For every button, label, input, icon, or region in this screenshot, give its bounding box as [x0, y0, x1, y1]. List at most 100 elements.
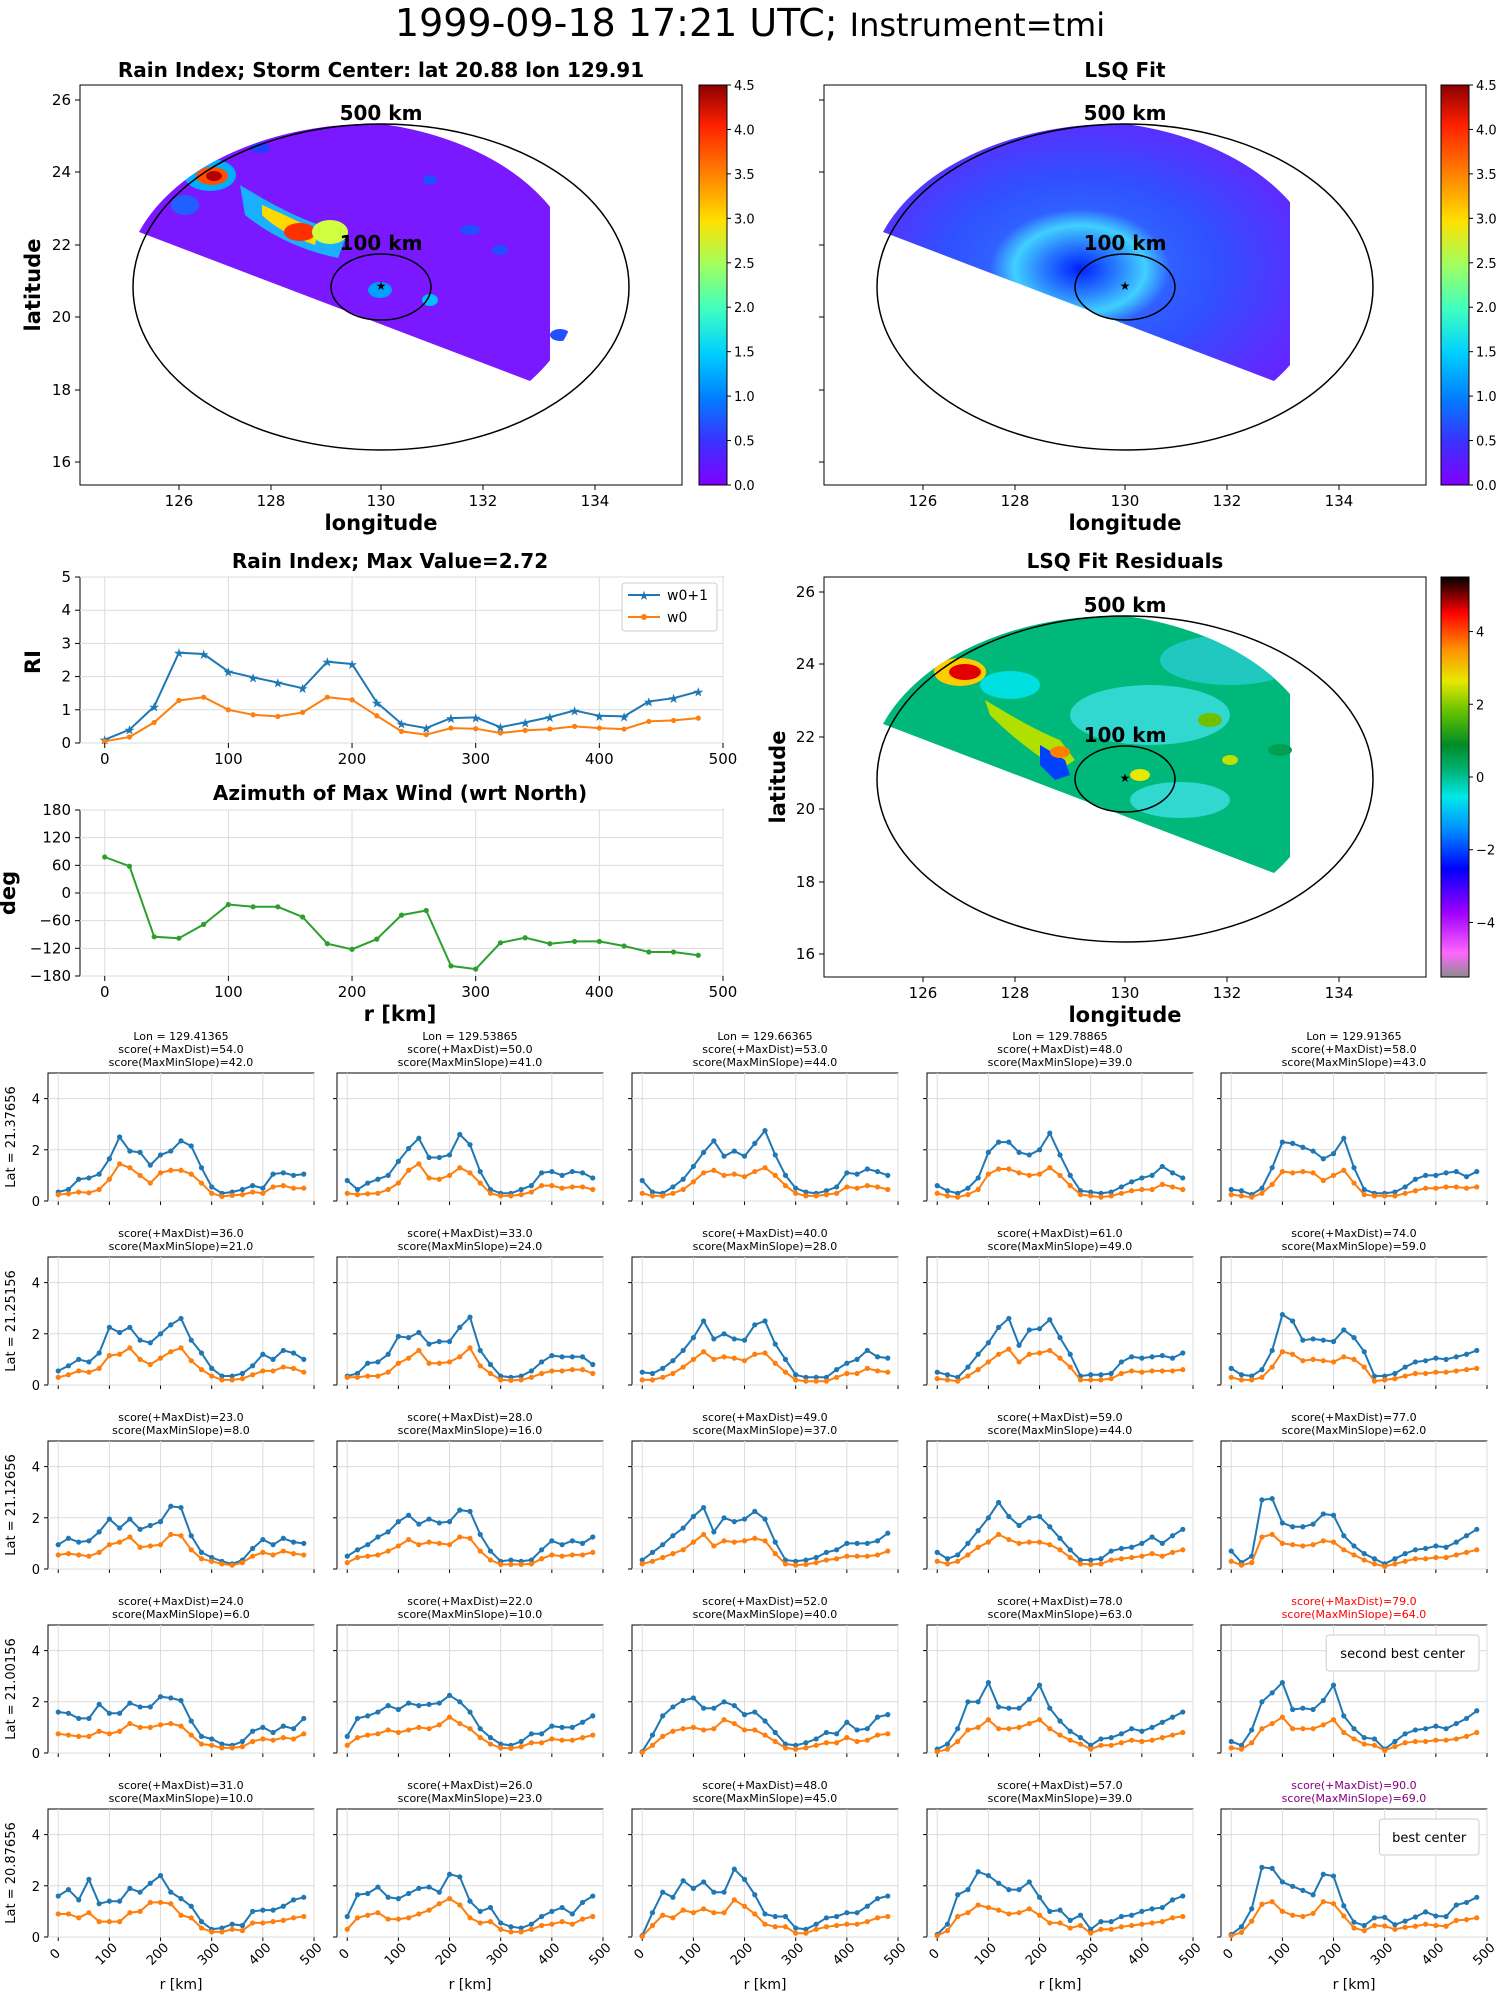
lat-label: Lat = 21.25156 [4, 1270, 19, 1372]
data-point [280, 1170, 286, 1176]
data-point [752, 1911, 758, 1917]
data-point [239, 1922, 245, 1929]
data-point [1036, 1682, 1043, 1688]
data-point [649, 1370, 656, 1377]
x-tick-label: 0 [100, 983, 110, 1001]
data-point [680, 1907, 686, 1913]
data-point [260, 1190, 266, 1196]
data-point [813, 1736, 819, 1742]
data-point [86, 1175, 92, 1181]
data-point [1310, 1726, 1316, 1732]
data-point [944, 1556, 951, 1562]
data-point [1129, 1554, 1135, 1561]
data-point [1249, 1727, 1255, 1733]
data-point [1392, 1370, 1398, 1377]
lsq-residuals-colorbar-ticks: 420−2−4 [1469, 626, 1495, 931]
storm-center-star: ★ [376, 279, 387, 293]
x-axis-label: r [km] [160, 1977, 203, 1993]
data-point [549, 1552, 555, 1558]
x-tick: 132 [1213, 984, 1242, 1002]
data-point [1108, 1926, 1114, 1932]
data-point [96, 1701, 102, 1707]
data-point [416, 1521, 422, 1527]
data-point [76, 1176, 82, 1182]
x-tick-label: 100 [677, 1940, 705, 1968]
data-point [270, 1729, 276, 1736]
data-point [1057, 1335, 1063, 1341]
score-plus-maxdist: score(+MaxDist)=52.0 [702, 1595, 827, 1608]
data-point [965, 1910, 971, 1916]
data-point [65, 1887, 72, 1893]
score-maxminslope: score(MaxMinSlope)=37.0 [693, 1424, 838, 1437]
data-point [365, 1553, 371, 1559]
data-point [1259, 1864, 1265, 1870]
data-point [528, 1374, 534, 1380]
data-point [477, 1735, 483, 1741]
data-point [1249, 1740, 1255, 1746]
y-tick-label: 4 [32, 1645, 40, 1660]
data-point [117, 1329, 123, 1336]
data-point [446, 1896, 453, 1902]
data-point [324, 941, 330, 947]
data-point [1330, 1512, 1337, 1518]
data-point [395, 1729, 401, 1736]
data-point [680, 1186, 686, 1193]
data-point [426, 1154, 432, 1161]
x-tick-label: 300 [195, 1940, 223, 1968]
data-point [752, 1140, 758, 1146]
data-point [701, 1504, 707, 1511]
data-point [885, 1893, 891, 1899]
data-point [660, 1193, 666, 1199]
data-point [1057, 1718, 1063, 1724]
data-point [446, 1338, 453, 1345]
data-point [1139, 1921, 1145, 1927]
data-point [219, 1925, 225, 1931]
data-point [1129, 1354, 1135, 1360]
data-point [1026, 1172, 1032, 1178]
data-point [55, 1192, 61, 1198]
data-point [1300, 1337, 1306, 1343]
data-point [446, 1172, 453, 1178]
data-point [874, 1552, 881, 1558]
data-point [147, 1899, 153, 1906]
data-point [473, 726, 479, 732]
data-point [965, 1373, 971, 1379]
data-point [1067, 1554, 1073, 1561]
data-point [1320, 1177, 1326, 1184]
data-point [250, 712, 256, 718]
data-point [467, 1314, 473, 1320]
score-maxminslope: score(MaxMinSlope)=62.0 [1282, 1424, 1427, 1437]
data-point [508, 1557, 514, 1563]
data-point [1269, 1690, 1275, 1696]
data-point [1057, 1355, 1063, 1361]
data-point [1047, 1920, 1053, 1926]
x-axis-label: r [km] [449, 1977, 492, 1993]
data-point [55, 1893, 61, 1899]
data-point [446, 1692, 453, 1698]
data-point [1412, 1738, 1418, 1745]
data-point [209, 1558, 215, 1564]
data-point [975, 1351, 981, 1357]
y-axis-label: RI [21, 650, 45, 674]
y-axis-label: latitude [21, 239, 45, 332]
data-point [885, 1731, 891, 1737]
data-point [487, 1370, 494, 1377]
data-point [1453, 1917, 1459, 1923]
data-point [539, 1370, 545, 1377]
data-point [270, 1184, 276, 1190]
data-point [1320, 1697, 1326, 1704]
data-point [416, 1161, 422, 1167]
data-point [721, 1889, 727, 1895]
data-point [965, 1364, 971, 1370]
data-point [137, 1724, 143, 1730]
data-point [721, 1331, 727, 1337]
score-maxminslope: score(MaxMinSlope)=24.0 [398, 1240, 543, 1253]
data-point [1290, 1351, 1296, 1357]
data-point [741, 1712, 748, 1718]
data-point [772, 1341, 778, 1347]
colorbar-tick-label: 2.0 [734, 301, 755, 316]
data-point [86, 1553, 92, 1559]
data-point [1351, 1726, 1357, 1732]
data-point [639, 1190, 645, 1196]
data-point [168, 1349, 174, 1355]
